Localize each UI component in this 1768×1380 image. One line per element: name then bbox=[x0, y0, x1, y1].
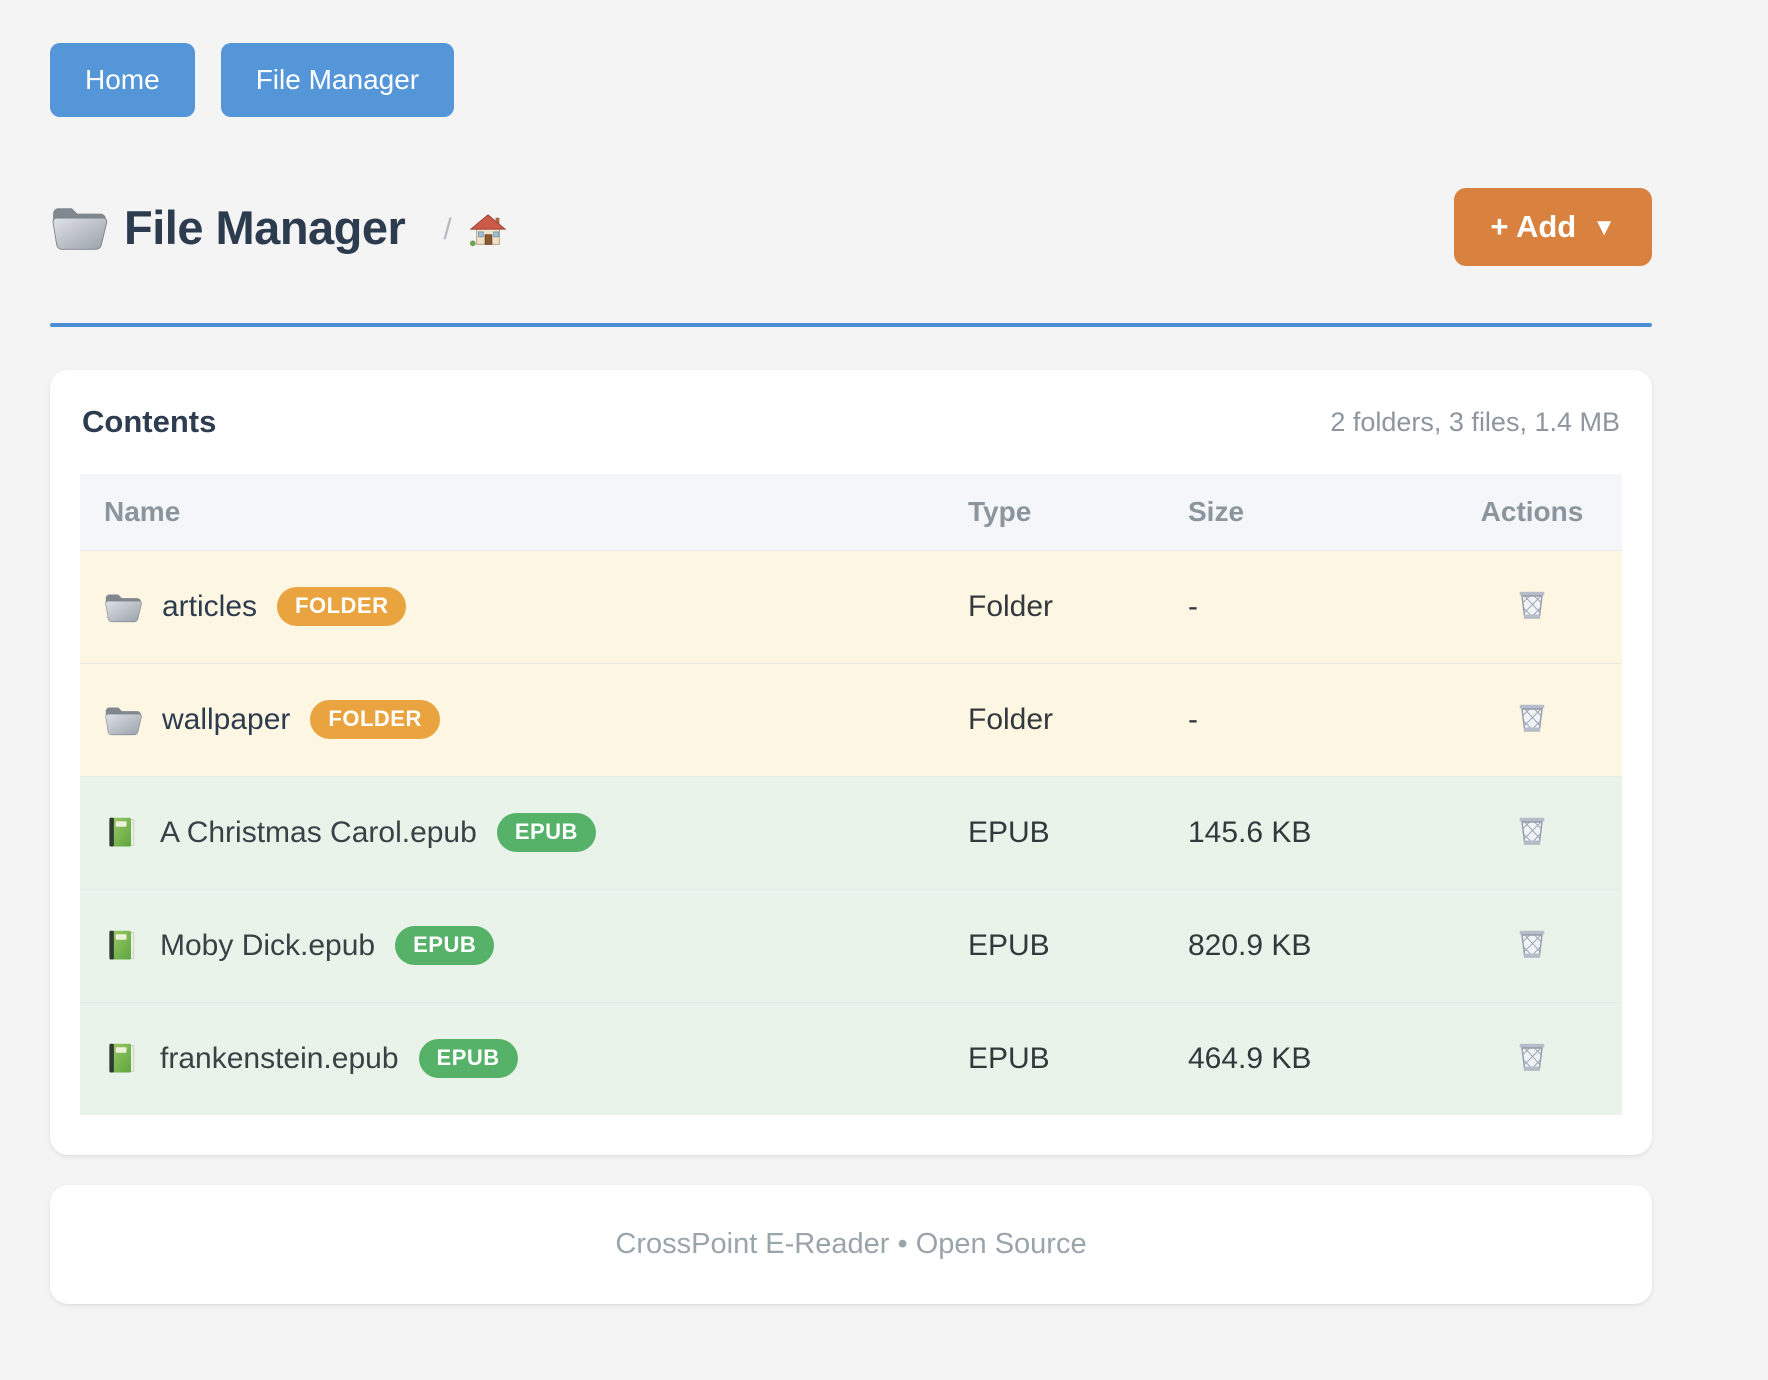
size-cell: - bbox=[1188, 549, 1442, 663]
delete-button[interactable] bbox=[1509, 694, 1555, 742]
footer-text: CrossPoint E-Reader • Open Source bbox=[615, 1228, 1087, 1260]
trash-icon bbox=[1513, 924, 1551, 964]
folder-icon bbox=[104, 590, 142, 624]
folder-icon bbox=[50, 202, 108, 252]
contents-table: Name Type Size Actions articles FOLDER F… bbox=[80, 474, 1622, 1115]
book-icon bbox=[104, 928, 140, 964]
type-cell: Folder bbox=[968, 549, 1188, 663]
type-cell: EPUB bbox=[968, 1001, 1188, 1115]
contents-summary: 2 folders, 3 files, 1.4 MB bbox=[1330, 406, 1620, 437]
table-row[interactable]: frankenstein.epub EPUB EPUB 464.9 KB bbox=[80, 1001, 1622, 1115]
type-cell: Folder bbox=[968, 662, 1188, 776]
size-cell: 145.6 KB bbox=[1188, 775, 1442, 889]
entry-name-link[interactable]: A Christmas Carol.epub bbox=[160, 815, 477, 849]
footer: CrossPoint E-Reader • Open Source bbox=[50, 1185, 1652, 1304]
top-nav: Home File Manager bbox=[50, 0, 1652, 117]
size-cell: 464.9 KB bbox=[1188, 1001, 1442, 1115]
table-row[interactable]: A Christmas Carol.epub EPUB EPUB 145.6 K… bbox=[80, 775, 1622, 889]
home-icon[interactable] bbox=[468, 212, 508, 250]
type-cell: EPUB bbox=[968, 775, 1188, 889]
book-icon bbox=[104, 815, 140, 851]
contents-card: Contents 2 folders, 3 files, 1.4 MB Name… bbox=[50, 370, 1652, 1155]
table-row[interactable]: Moby Dick.epub EPUB EPUB 820.9 KB bbox=[80, 888, 1622, 1002]
table-body: articles FOLDER Folder - bbox=[80, 549, 1622, 1115]
trash-icon bbox=[1513, 698, 1551, 738]
caret-down-icon: ▼ bbox=[1592, 214, 1616, 241]
entry-name-link[interactable]: Moby Dick.epub bbox=[160, 928, 376, 962]
page-header: File Manager / + Add ▼ bbox=[50, 187, 1652, 267]
size-cell: - bbox=[1188, 662, 1442, 776]
trash-icon bbox=[1513, 1037, 1551, 1077]
delete-button[interactable] bbox=[1509, 1033, 1555, 1081]
delete-button[interactable] bbox=[1509, 807, 1555, 855]
entry-name-link[interactable]: wallpaper bbox=[162, 702, 291, 736]
column-header-actions: Actions bbox=[1442, 474, 1622, 550]
entry-name-link[interactable]: frankenstein.epub bbox=[160, 1041, 399, 1075]
add-button[interactable]: + Add ▼ bbox=[1454, 188, 1652, 266]
column-header-name: Name bbox=[80, 474, 968, 550]
column-header-size: Size bbox=[1188, 474, 1442, 550]
table-row[interactable]: wallpaper FOLDER Folder - bbox=[80, 662, 1622, 776]
trash-icon bbox=[1513, 585, 1551, 625]
breadcrumb-separator: / bbox=[443, 213, 452, 246]
page-title: File Manager bbox=[124, 200, 406, 254]
type-badge: FOLDER bbox=[310, 700, 440, 739]
contents-title: Contents bbox=[82, 404, 217, 439]
type-badge: FOLDER bbox=[277, 587, 407, 626]
type-badge: EPUB bbox=[418, 1039, 518, 1079]
folder-icon bbox=[104, 703, 142, 737]
table-row[interactable]: articles FOLDER Folder - bbox=[80, 549, 1622, 663]
book-icon bbox=[104, 1041, 140, 1077]
table-header-row: Name Type Size Actions bbox=[80, 474, 1622, 550]
nav-button-home[interactable]: Home bbox=[50, 43, 195, 117]
type-badge: EPUB bbox=[496, 813, 596, 852]
nav-button-file-manager[interactable]: File Manager bbox=[220, 43, 455, 117]
header-divider bbox=[50, 323, 1652, 327]
add-button-label: + Add bbox=[1490, 209, 1577, 244]
type-cell: EPUB bbox=[968, 888, 1188, 1002]
delete-button[interactable] bbox=[1509, 581, 1555, 629]
entry-name-link[interactable]: articles bbox=[162, 589, 258, 623]
page-container: Home File Manager File Manager / + Add ▼ bbox=[50, 0, 1652, 1304]
column-header-type: Type bbox=[968, 474, 1188, 550]
size-cell: 820.9 KB bbox=[1188, 888, 1442, 1002]
trash-icon bbox=[1513, 811, 1551, 851]
delete-button[interactable] bbox=[1509, 920, 1555, 968]
type-badge: EPUB bbox=[395, 926, 495, 965]
